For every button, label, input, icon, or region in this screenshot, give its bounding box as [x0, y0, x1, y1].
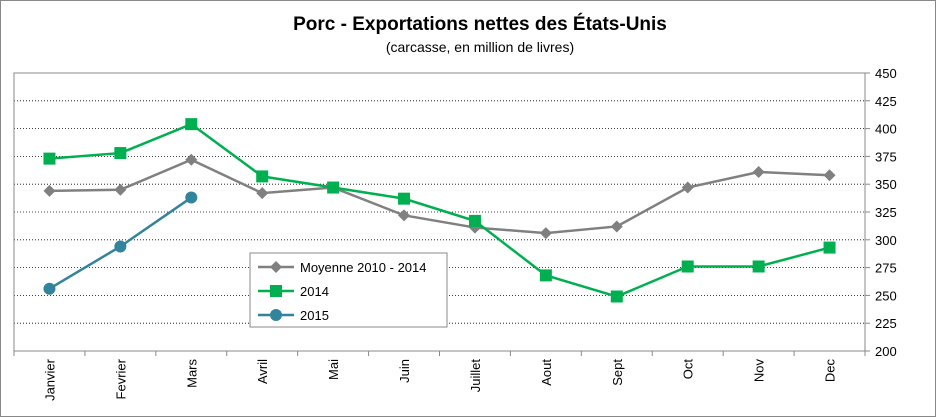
x-tick-label: Oct [681, 359, 696, 380]
marker [398, 209, 411, 222]
y-tick-label: 275 [875, 261, 897, 276]
chart-title: Porc - Exportations nettes des États-Uni… [293, 13, 667, 35]
series-line [49, 158, 830, 235]
marker [327, 181, 340, 194]
marker [681, 181, 694, 194]
x-tick-label: Nov [752, 359, 767, 383]
chart-subtitle: (carcasse, en million de livres) [386, 39, 574, 55]
y-tick-label: 450 [875, 66, 897, 81]
x-tick-label: Avril [255, 359, 270, 384]
marker [610, 290, 623, 303]
marker [681, 260, 694, 273]
x-tick-label: Aout [539, 359, 554, 386]
marker [185, 191, 198, 204]
legend-label: Moyenne 2010 - 2014 [300, 260, 426, 275]
x-tick-label: Juin [397, 359, 412, 383]
marker [114, 147, 127, 160]
legend-label: 2014 [300, 284, 329, 299]
y-tick-label: 300 [875, 233, 897, 248]
y-tick-label: 400 [875, 122, 897, 137]
x-tick-label: Sept [610, 359, 625, 386]
marker [539, 269, 552, 282]
legend-label: 2015 [300, 308, 329, 323]
marker [752, 260, 765, 273]
x-tick-label: Juillet [468, 359, 483, 393]
marker [610, 220, 623, 233]
marker [43, 152, 56, 165]
marker [270, 309, 282, 321]
y-tick-label: 325 [875, 205, 897, 220]
marker [185, 118, 198, 131]
marker [114, 240, 127, 253]
marker [185, 153, 198, 166]
marker [256, 170, 269, 183]
marker [398, 192, 411, 205]
x-tick-label: Fevrier [113, 358, 128, 399]
x-tick-label: Dec [823, 359, 838, 383]
marker [823, 169, 836, 182]
marker [114, 183, 127, 196]
marker [823, 241, 836, 254]
x-tick-label: Janvier [42, 358, 57, 401]
marker [270, 285, 282, 297]
marker [43, 282, 56, 295]
x-tick-label: Mars [184, 359, 199, 388]
marker [43, 184, 56, 197]
y-tick-label: 200 [875, 344, 897, 359]
series-line [49, 122, 830, 298]
marker [539, 227, 552, 240]
marker [468, 214, 481, 227]
y-tick-label: 250 [875, 288, 897, 303]
y-tick-label: 425 [875, 94, 897, 109]
y-tick-label: 225 [875, 316, 897, 331]
marker [752, 165, 765, 178]
x-tick-label: Mai [326, 359, 341, 380]
marker [256, 187, 269, 200]
y-tick-label: 350 [875, 177, 897, 192]
marker [270, 261, 282, 273]
y-tick-label: 375 [875, 149, 897, 164]
